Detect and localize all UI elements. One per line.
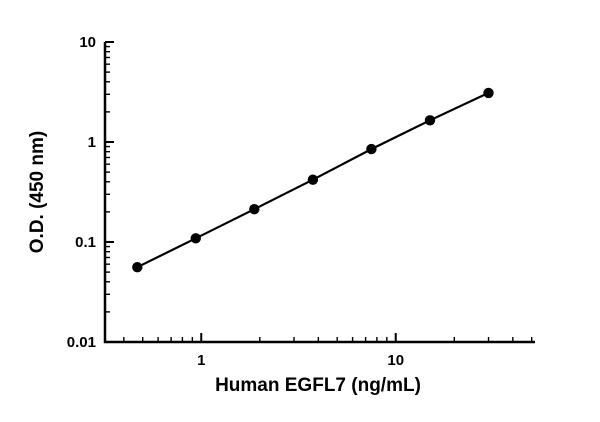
- data-point: [424, 115, 436, 126]
- data-point: [190, 233, 201, 244]
- y-tick-label: 10: [79, 34, 96, 51]
- x-tick-label: 1: [197, 352, 205, 369]
- data-point: [483, 87, 494, 99]
- x-tick-label: 10: [387, 352, 404, 369]
- data-point: [132, 262, 143, 273]
- x-axis-title: Human EGFL7 (ng/mL): [215, 375, 421, 396]
- y-tick-label: 0.1: [75, 234, 96, 251]
- data-point: [249, 204, 260, 215]
- y-tick-label: 0.01: [67, 334, 96, 351]
- data-point: [307, 174, 319, 185]
- y-tick-label: 1: [88, 134, 96, 151]
- data-point: [366, 143, 377, 155]
